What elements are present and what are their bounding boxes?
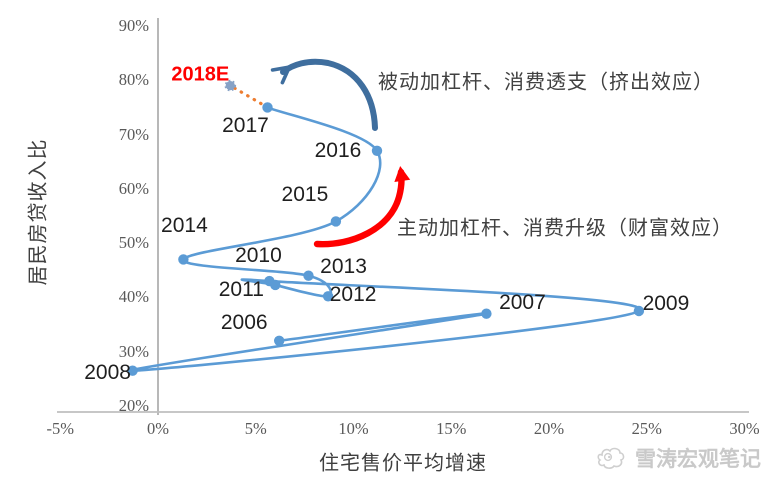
marker-2006 xyxy=(274,335,285,346)
marker-2014 xyxy=(178,254,189,265)
trend-arrow-red xyxy=(313,166,411,248)
marker-2007 xyxy=(481,308,492,319)
point-label-2018E: 2018E xyxy=(171,63,230,86)
point-label-2009: 2009 xyxy=(642,291,690,315)
x-tick-label-30: 30% xyxy=(729,419,760,438)
marker-2018E xyxy=(224,79,237,92)
watermark: 雪涛宏观笔记 xyxy=(594,443,761,473)
y-tick-label-90: 90% xyxy=(118,15,149,35)
watermark-logo xyxy=(597,447,625,469)
x-tick-label-15: 15% xyxy=(436,419,467,438)
marker-2016 xyxy=(371,145,383,156)
point-label-2007: 2007 xyxy=(499,290,546,314)
point-label-2012: 2012 xyxy=(329,283,377,307)
y-tick-label-40: 40% xyxy=(118,287,149,307)
marker-2015 xyxy=(330,216,342,227)
marker-2011 xyxy=(270,279,281,291)
trend-arrow-blue xyxy=(270,58,378,131)
y-tick-label-70: 70% xyxy=(118,124,149,144)
x-tick-label--5: -5% xyxy=(46,419,75,438)
point-label-2006: 2006 xyxy=(220,310,268,334)
y-tick-label-30: 30% xyxy=(118,341,149,361)
y-axis-title: 居民房贷收入比 xyxy=(27,138,50,286)
marker-2009 xyxy=(633,305,645,317)
y-tick-label-50: 50% xyxy=(118,233,149,253)
annotation-passive-leverage: 被动加杠杆、消费透支（挤出效应） xyxy=(378,71,714,94)
x-tick-label-5: 5% xyxy=(244,419,267,438)
point-label-2011: 2011 xyxy=(218,277,264,301)
x-tick-label-20: 20% xyxy=(533,419,565,438)
point-label-2015: 2015 xyxy=(281,183,329,207)
y-tick-label-20: 20% xyxy=(118,396,149,415)
point-label-2008: 2008 xyxy=(84,360,131,384)
annotation-active-leverage: 主动加杠杆、消费升级（财富效应） xyxy=(397,217,733,240)
watermark-text: 雪涛宏观笔记 xyxy=(635,447,761,471)
x-tick-label-10: 10% xyxy=(338,419,369,438)
point-label-2017: 2017 xyxy=(222,114,269,138)
marker-2012 xyxy=(322,291,334,302)
marker-2008 xyxy=(127,365,138,376)
y-tick-label-60: 60% xyxy=(118,178,149,198)
marker-2013 xyxy=(303,270,314,281)
x-axis-title: 住宅售价平均增速 xyxy=(319,452,487,475)
point-label-2014: 2014 xyxy=(161,214,208,238)
x-tick-label-25: 25% xyxy=(631,419,662,438)
marker-2017 xyxy=(262,102,273,113)
x-tick-label-0: 0% xyxy=(147,419,169,438)
point-label-2010: 2010 xyxy=(235,244,282,268)
forecast-dotted-line xyxy=(228,84,270,109)
point-label-2016: 2016 xyxy=(314,138,362,162)
point-label-2013: 2013 xyxy=(320,254,367,278)
y-tick-label-80: 80% xyxy=(118,70,149,90)
